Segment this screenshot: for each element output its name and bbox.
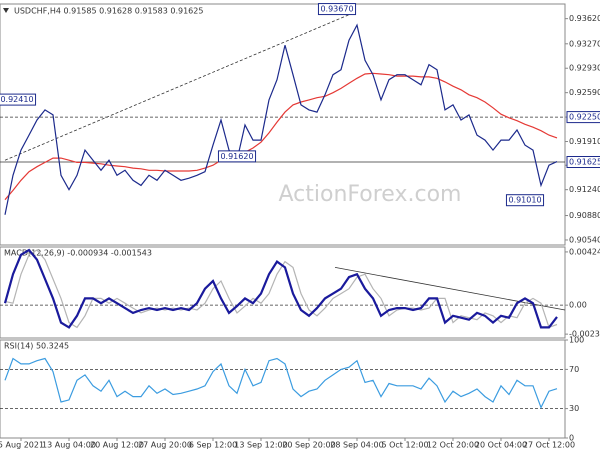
rsi-header: RSI(14) 50.3245 bbox=[4, 342, 69, 351]
level-label: 0.91625 bbox=[569, 158, 600, 167]
x-tick-label: 5 Aug 2021 bbox=[0, 441, 44, 450]
y-tick-label: 0.00 bbox=[569, 301, 587, 310]
x-tick-label: 13 Aug 04:00 bbox=[42, 441, 96, 450]
series-line bbox=[4, 357, 558, 410]
y-tick-label: 0.92930 bbox=[569, 64, 600, 73]
price-panel bbox=[0, 3, 566, 246]
level-label-box bbox=[566, 156, 600, 169]
x-tick-label: 13 Sep 12:00 bbox=[234, 441, 287, 450]
y-tick-label: 70 bbox=[569, 365, 579, 374]
annotation-box bbox=[217, 150, 257, 163]
y-tick-label: 30 bbox=[569, 404, 579, 413]
series-line bbox=[3, 248, 558, 329]
y-tick-label: 100 bbox=[569, 336, 584, 345]
x-tick-label: 5 Oct 12:00 bbox=[381, 441, 428, 450]
y-tick-label: 0.93270 bbox=[569, 39, 600, 48]
x-tick-label: 20 Sep 20:00 bbox=[282, 441, 335, 450]
y-tick-label: 0.004247 bbox=[569, 247, 600, 256]
price-header: USDCHF,H4 0.91585 0.91628 0.91583 0.9162… bbox=[14, 7, 203, 16]
x-tick-label: 20 Oct 04:00 bbox=[475, 441, 527, 450]
x-tick-label: 6 Sep 12:00 bbox=[189, 441, 237, 450]
macd-panel bbox=[0, 246, 566, 339]
y-tick-label: 0 bbox=[569, 434, 574, 443]
y-tick-label: 0.92590 bbox=[569, 88, 600, 97]
x-tick-label: 27 Aug 20:00 bbox=[138, 441, 192, 450]
series-line bbox=[4, 23, 558, 215]
rsi-panel bbox=[0, 339, 566, 439]
y-tick-label: 0.93620 bbox=[569, 14, 600, 23]
x-tick-label: 20 Aug 12:00 bbox=[90, 441, 144, 450]
watermark: ActionForex.com bbox=[279, 182, 462, 207]
annotation-box bbox=[0, 93, 37, 106]
level-label-box bbox=[566, 111, 600, 124]
price-annotation: 0.92410 bbox=[0, 95, 33, 104]
series-line bbox=[4, 249, 558, 329]
y-tick-label: 0.90880 bbox=[569, 211, 600, 220]
price-annotation: 0.93670 bbox=[320, 5, 353, 14]
y-tick-label: 0.90540 bbox=[569, 235, 600, 244]
macd-header: MACD(12,26,9) -0.000934 -0.001543 bbox=[4, 249, 152, 258]
x-tick-label: 27 Oct 12:00 bbox=[523, 441, 575, 450]
trend-line bbox=[4, 11, 356, 161]
annotation-box bbox=[505, 194, 545, 207]
x-tick-label: 28 Sep 04:00 bbox=[330, 441, 383, 450]
series-line bbox=[4, 72, 558, 201]
x-tick-label: 12 Oct 20:00 bbox=[427, 441, 479, 450]
header-arrow bbox=[3, 8, 9, 13]
trend-line bbox=[334, 267, 566, 311]
level-label: 0.92250 bbox=[569, 113, 600, 122]
y-tick-label: -0.002311 bbox=[569, 330, 600, 339]
annotation-box bbox=[317, 3, 357, 16]
price-annotation: 0.91010 bbox=[508, 196, 541, 205]
y-tick-label: 0.91910 bbox=[569, 137, 600, 146]
price-annotation: 0.91620 bbox=[220, 152, 253, 161]
y-tick-label: 0.91240 bbox=[569, 185, 600, 194]
